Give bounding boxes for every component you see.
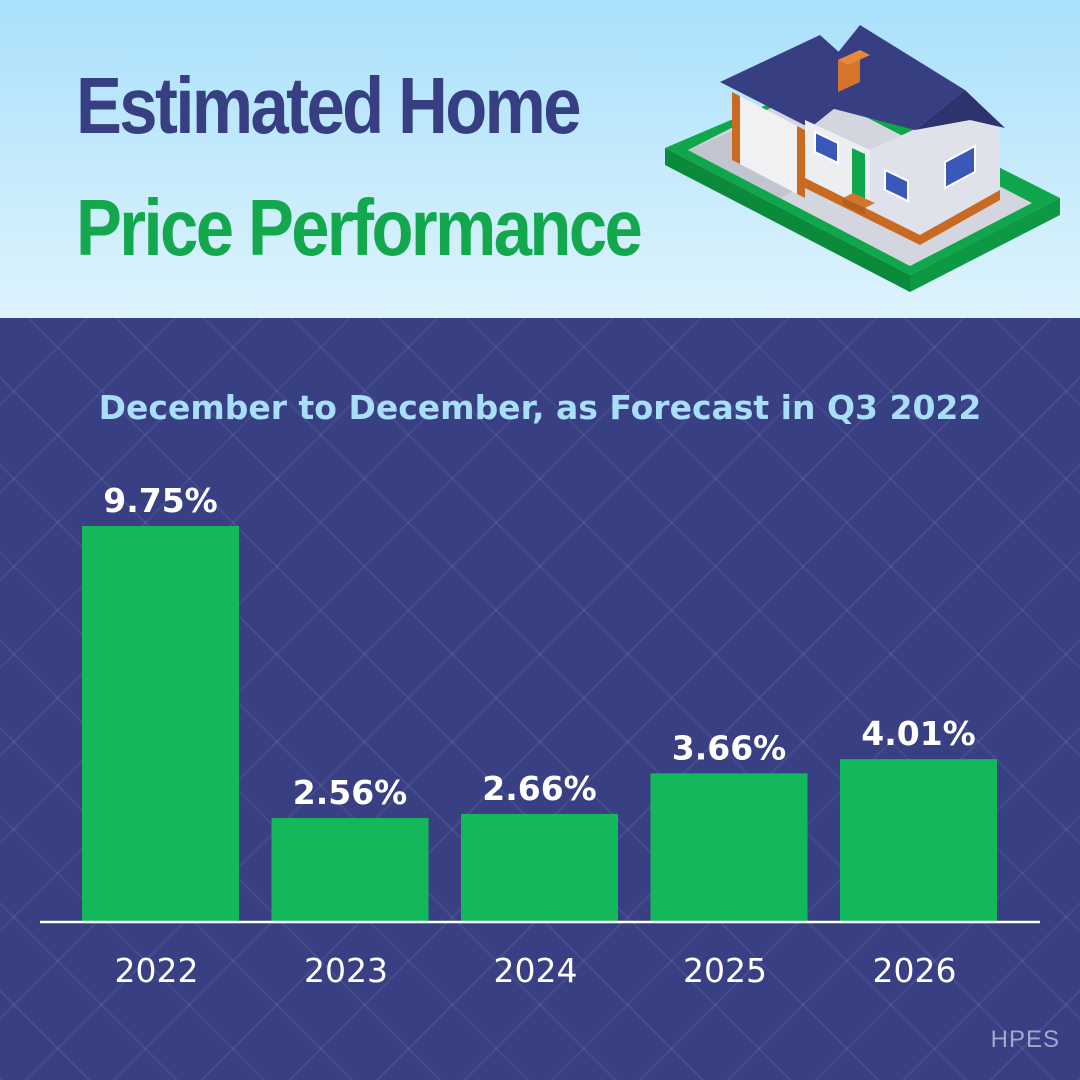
bar-2026 — [840, 759, 997, 922]
value-label-2023: 2.56% — [293, 773, 408, 812]
chart-title: December to December, as Forecast in Q3 … — [98, 388, 982, 427]
house-icon — [665, 25, 1060, 292]
bars — [82, 526, 997, 922]
x-tick-2023: 2023 — [304, 951, 388, 990]
bar-2023 — [271, 818, 429, 922]
value-labels: 9.75% 2.56% 2.66% 3.66% 4.01% — [103, 481, 976, 812]
value-label-2022: 9.75% — [103, 481, 218, 520]
bar-2022 — [82, 526, 239, 922]
bar-2024 — [461, 813, 618, 922]
title-line-1: Estimated Home — [76, 61, 582, 150]
x-tick-2024: 2024 — [494, 951, 578, 990]
x-tick-2022: 2022 — [115, 951, 199, 990]
value-label-2025: 3.66% — [672, 728, 787, 767]
title-line-2: Price Performance — [76, 183, 643, 272]
x-tick-labels: 2022 2023 2024 2025 2026 — [115, 951, 957, 990]
header: Estimated Home Price Performance — [0, 0, 1080, 318]
watermark: HPES — [990, 1026, 1060, 1053]
value-label-2026: 4.01% — [861, 714, 976, 753]
bar-chart: 9.75%2.56% 2.66%3.66% 4.01% 2022 2023 2024 20… — [40, 481, 1040, 990]
value-label-2024: 2.66% — [482, 769, 597, 808]
x-tick-2026: 2026 — [873, 951, 957, 990]
bar-2025 — [650, 773, 808, 922]
x-tick-2025: 2025 — [683, 951, 767, 990]
